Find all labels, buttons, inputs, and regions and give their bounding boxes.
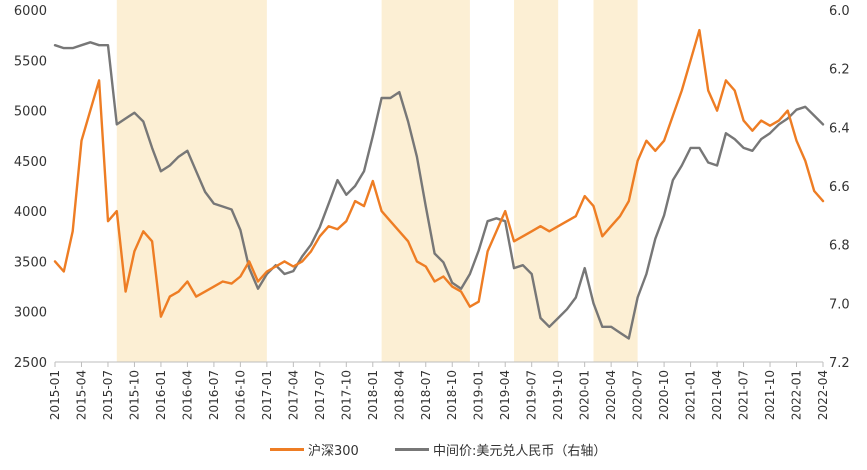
x-tick-label: 2017-07 — [313, 370, 327, 420]
x-tick-label: 2018-10 — [445, 370, 459, 420]
right-tick-label: 7.0 — [829, 297, 850, 312]
left-tick-label: 3500 — [14, 255, 47, 270]
right-tick-label: 6.8 — [829, 239, 850, 254]
shaded-period-3 — [514, 0, 559, 362]
x-tick-label: 2016-10 — [233, 370, 247, 420]
x-tick-label: 2017-01 — [260, 370, 274, 420]
x-tick-label: 2015-01 — [48, 370, 62, 420]
x-tick-label: 2018-07 — [419, 370, 433, 420]
left-tick-label: 3000 — [14, 306, 47, 321]
x-tick-label: 2016-04 — [180, 370, 194, 420]
shaded-period-1 — [116, 0, 267, 362]
right-tick-label: 6.2 — [829, 63, 850, 78]
x-tick-label: 2017-10 — [339, 370, 353, 420]
shaded-period-4 — [593, 0, 638, 362]
x-tick-label: 2019-10 — [551, 370, 565, 420]
left-tick-label: 2500 — [14, 356, 47, 371]
x-tick-label: 2019-01 — [472, 370, 486, 420]
x-tick-label: 2020-07 — [631, 370, 645, 420]
right-tick-label: 6.4 — [829, 121, 850, 136]
legend: 沪深300 中间价:美元兑人民币（右轴） — [0, 440, 867, 462]
x-tick-label: 2015-04 — [74, 370, 88, 420]
shaded-period-2 — [381, 0, 470, 362]
x-tick-label: 2021-04 — [710, 370, 724, 420]
legend-label-hs300: 沪深300 — [308, 444, 359, 459]
left-tick-label: 4000 — [14, 205, 47, 220]
x-tick-label: 2018-04 — [392, 370, 406, 420]
x-tick-label: 2020-01 — [578, 370, 592, 420]
right-tick-label: 7.2 — [829, 356, 850, 371]
x-tick-label: 2019-07 — [525, 370, 539, 420]
legend-swatch-hs300 — [270, 448, 304, 451]
series-line-hs300 — [53, 28, 825, 318]
x-tick-label: 2015-07 — [101, 370, 115, 420]
legend-item-hs300: 沪深300 — [270, 440, 359, 459]
left-tick-label: 4500 — [14, 155, 47, 170]
x-tick-label: 2020-10 — [657, 370, 671, 420]
x-tick-label: 2017-04 — [286, 370, 300, 420]
shaded-periods — [116, 0, 638, 362]
chart-canvas: 2500 3000 3500 4000 4500 5000 5500 6000 6.0 6.2 6.… — [14, 0, 850, 420]
left-tick-label: 5000 — [14, 105, 47, 120]
x-tick-label: 2021-01 — [684, 370, 698, 420]
right-tick-label: 6.6 — [829, 180, 850, 195]
left-tick-label: 5500 — [14, 54, 47, 69]
legend-swatch-usdcny — [395, 448, 429, 451]
x-tick-label: 2022-01 — [790, 370, 804, 420]
legend-item-usdcny: 中间价:美元兑人民币（右轴） — [395, 440, 606, 459]
x-tick-label: 2019-04 — [498, 370, 512, 420]
left-tick-label: 6000 — [14, 4, 47, 19]
x-tick-label: 2022-04 — [816, 370, 830, 420]
x-tick-label: 2018-01 — [366, 370, 380, 420]
legend-label-usdcny: 中间价:美元兑人民币（右轴） — [433, 444, 607, 459]
x-tick-label: 2020-04 — [604, 370, 618, 420]
x-tick-label: 2016-07 — [207, 370, 221, 420]
x-tick-label: 2015-10 — [127, 370, 141, 420]
axes: 2500 3000 3500 4000 4500 5000 5500 6000 6.0 6.2 6.… — [14, 4, 850, 420]
x-tick-label: 2016-01 — [154, 370, 168, 420]
x-tick-label: 2021-10 — [763, 370, 777, 420]
series-line-usdcny — [53, 41, 825, 340]
series-lines — [53, 28, 825, 340]
x-tick-label: 2021-07 — [737, 370, 751, 420]
right-tick-label: 6.0 — [829, 4, 850, 19]
